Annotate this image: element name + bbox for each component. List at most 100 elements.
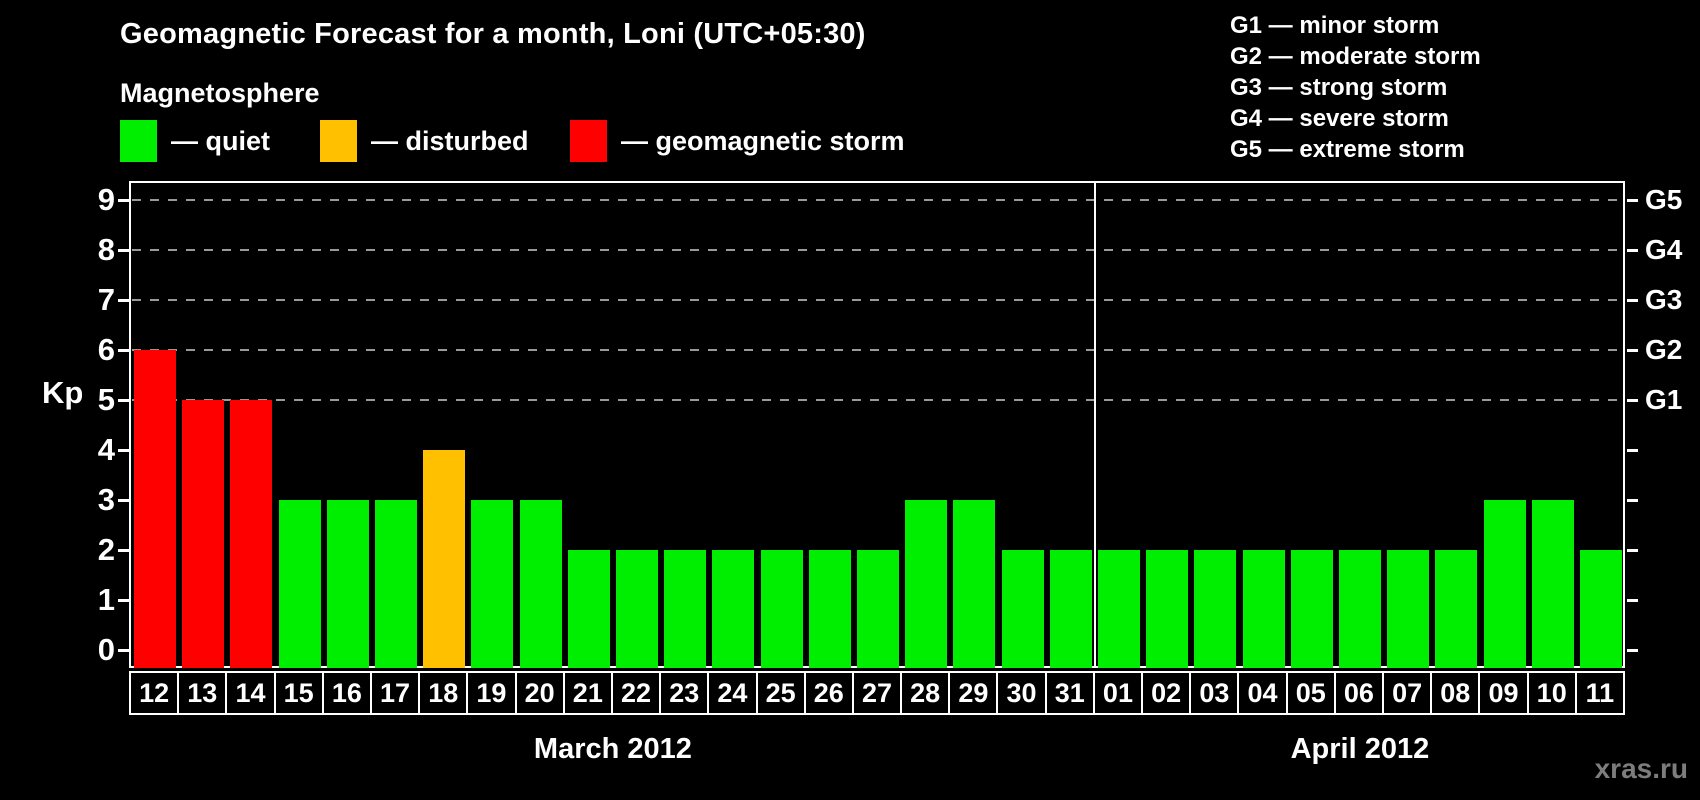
- kp-bar: [760, 550, 803, 668]
- y-tick-label-4: 4: [97, 432, 115, 467]
- y-tick-mark-right-8: [1627, 249, 1638, 252]
- right-axis-label-g2: G2: [1645, 334, 1683, 365]
- y-tick-mark-right-4: [1627, 449, 1638, 452]
- day-label: 21: [562, 671, 613, 715]
- day-label: 04: [1237, 671, 1288, 715]
- day-label: 27: [851, 671, 903, 715]
- y-tick-label-2: 2: [97, 532, 115, 567]
- y-tick-mark-right-3: [1627, 499, 1638, 502]
- g3-legend-line: G3 — strong storm: [1230, 74, 1448, 101]
- kp-bar: [1146, 550, 1189, 668]
- y-tick-label-0: 0: [97, 632, 115, 667]
- y-tick-mark-left-4: [118, 449, 129, 452]
- kp-bar: [423, 450, 466, 668]
- kp-bar: [230, 400, 273, 668]
- gridline-kp5: [132, 399, 1624, 401]
- g4-legend-line: G4 — severe storm: [1230, 105, 1449, 132]
- kp-bar: [1290, 550, 1333, 668]
- day-label: 15: [273, 671, 324, 715]
- kp-bar: [567, 550, 610, 668]
- day-label: 05: [1285, 671, 1336, 715]
- y-tick-label-1: 1: [97, 582, 115, 617]
- day-label: 08: [1430, 671, 1481, 715]
- month-label-1: April 2012: [1290, 733, 1430, 765]
- day-label: 02: [1141, 671, 1192, 715]
- gridline-kp8: [132, 249, 1624, 251]
- y-tick-mark-left-9: [118, 199, 129, 202]
- y-tick-mark-right-2: [1627, 549, 1638, 552]
- magnetosphere-label: Magnetosphere: [120, 78, 320, 108]
- day-label: 10: [1526, 671, 1577, 715]
- y-tick-label-3: 3: [97, 482, 115, 517]
- day-label: 18: [418, 671, 469, 715]
- kp-bar: [1049, 550, 1092, 668]
- chart-title: Geomagnetic Forecast for a month, Loni (…: [120, 18, 866, 50]
- kp-bar: [1435, 550, 1478, 668]
- month-boundary-line: [1093, 183, 1096, 668]
- kp-bar: [1579, 550, 1622, 668]
- g1-legend-line: G1 — minor storm: [1230, 12, 1440, 39]
- quiet-color-swatch: [120, 120, 157, 162]
- y-tick-label-7: 7: [97, 282, 115, 317]
- legend-label-storm: — geomagnetic storm: [621, 125, 905, 156]
- y-tick-label-8: 8: [97, 232, 115, 267]
- day-label: 24: [707, 671, 758, 715]
- g5-legend-line: G5 — extreme storm: [1230, 136, 1465, 163]
- kp-bar: [182, 400, 225, 668]
- day-label: 06: [1333, 671, 1385, 715]
- day-label: 11: [1574, 671, 1625, 715]
- kp-bar: [953, 500, 996, 668]
- legend-label-quiet: — quiet: [171, 125, 270, 156]
- right-axis-label-g1: G1: [1645, 384, 1683, 415]
- day-label: 30: [996, 671, 1047, 715]
- day-label: 25: [755, 671, 806, 715]
- kp-bar: [1338, 550, 1381, 668]
- y-tick-mark-right-9: [1627, 199, 1638, 202]
- kp-bar: [1483, 500, 1526, 668]
- legend-item-storm: — geomagnetic storm: [570, 118, 905, 164]
- y-tick-mark-right-1: [1627, 599, 1638, 602]
- gridline-kp6: [132, 349, 1624, 351]
- g-scale-legend: G1 — minor storm G2 — moderate storm G3 …: [1230, 10, 1481, 165]
- day-label: 13: [177, 671, 228, 715]
- kp-bar: [1001, 550, 1044, 668]
- right-axis-label-g4: G4: [1645, 234, 1683, 265]
- y-tick-mark-right-0: [1627, 649, 1638, 652]
- kp-bar: [134, 350, 177, 668]
- disturbed-color-swatch: [320, 120, 357, 162]
- y-tick-mark-left-6: [118, 349, 129, 352]
- kp-bar: [857, 550, 899, 668]
- y-tick-mark-left-3: [118, 499, 129, 502]
- kp-bar: [375, 500, 418, 668]
- day-label: 26: [803, 671, 854, 715]
- legend-item-quiet: — quiet: [120, 118, 270, 164]
- y-tick-mark-right-5: [1627, 399, 1638, 402]
- day-label: 09: [1478, 671, 1529, 715]
- kp-bar: [1531, 500, 1574, 668]
- kp-bar: [664, 550, 707, 668]
- day-label: 28: [900, 671, 951, 715]
- kp-bar: [616, 550, 659, 668]
- storm-color-swatch: [570, 120, 607, 162]
- y-tick-mark-right-6: [1627, 349, 1638, 352]
- legend-item-disturbed: — disturbed: [320, 118, 529, 164]
- watermark: xras.ru: [1594, 753, 1688, 784]
- right-axis-label-g3: G3: [1645, 284, 1683, 315]
- day-label: 22: [610, 671, 662, 715]
- month-label-0: March 2012: [533, 733, 692, 765]
- y-tick-mark-left-0: [118, 649, 129, 652]
- kp-bar: [1242, 550, 1285, 668]
- day-label: 16: [321, 671, 372, 715]
- day-label: 23: [659, 671, 710, 715]
- y-tick-mark-right-7: [1627, 299, 1638, 302]
- day-label: 03: [1189, 671, 1240, 715]
- day-label: 17: [369, 671, 421, 715]
- day-label: 07: [1382, 671, 1433, 715]
- y-tick-mark-left-1: [118, 599, 129, 602]
- y-tick-label-6: 6: [97, 332, 115, 367]
- g2-legend-line: G2 — moderate storm: [1230, 43, 1481, 70]
- day-label: 14: [225, 671, 276, 715]
- kp-bar: [712, 550, 755, 668]
- day-label: 19: [466, 671, 517, 715]
